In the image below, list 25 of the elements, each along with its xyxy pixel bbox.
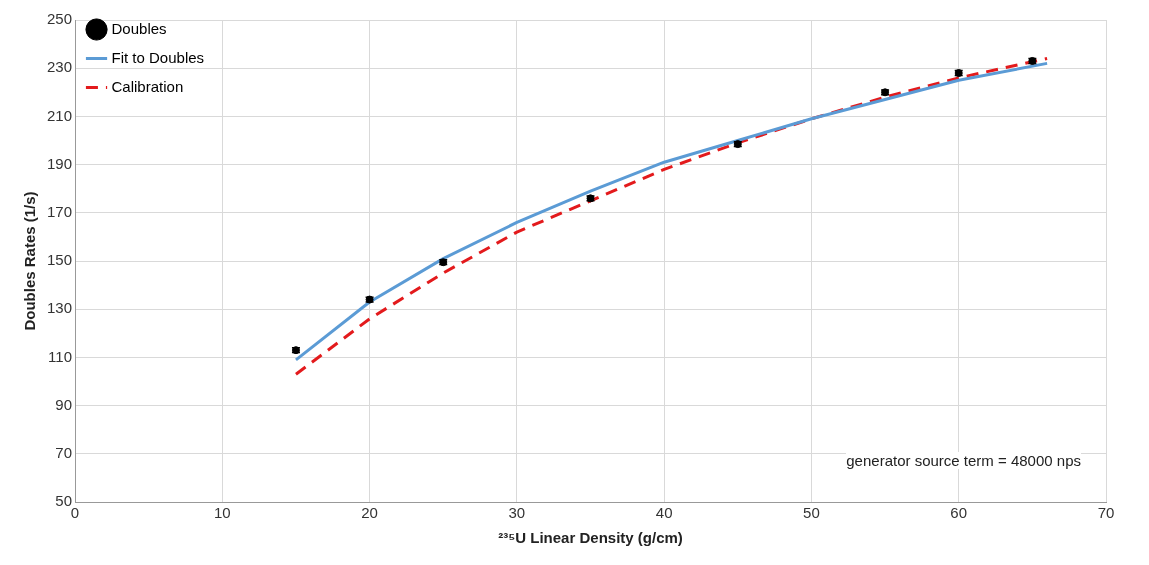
y-tick-label: 150 <box>47 251 73 269</box>
legend-label: Fit to Doubles <box>111 48 205 66</box>
y-tick-label: 250 <box>47 10 73 28</box>
x-tick-label: 70 <box>1097 504 1115 522</box>
y-tick-label: 90 <box>55 395 73 413</box>
x-tick-label: 20 <box>361 504 378 522</box>
y-tick-label: 70 <box>55 443 73 461</box>
y-tick-label: 110 <box>48 347 73 365</box>
x-axis-title: ²³⁵U Linear Density (g/cm) <box>498 529 683 547</box>
y-axis-title: Doubles Rates (1/s) <box>21 191 39 331</box>
y-tick-label: 230 <box>47 58 73 76</box>
y-tick-label: 50 <box>55 492 73 510</box>
annotation: generator source term = 48000 nps <box>846 452 1081 469</box>
y-tick-label: 210 <box>47 106 73 124</box>
y-tick-label: 190 <box>47 154 73 172</box>
y-tick-label: 130 <box>47 299 73 317</box>
y-tick-label: 170 <box>47 202 73 220</box>
x-tick-label: 30 <box>508 504 526 522</box>
legend-label: Calibration <box>111 77 184 95</box>
x-tick-label: 10 <box>213 504 231 522</box>
x-tick-label: 40 <box>655 504 673 522</box>
x-tick-label: 0 <box>70 504 80 522</box>
x-tick-label: 50 <box>803 504 820 522</box>
x-tick-label: 60 <box>950 504 968 522</box>
legend-label: Doubles <box>111 19 167 37</box>
